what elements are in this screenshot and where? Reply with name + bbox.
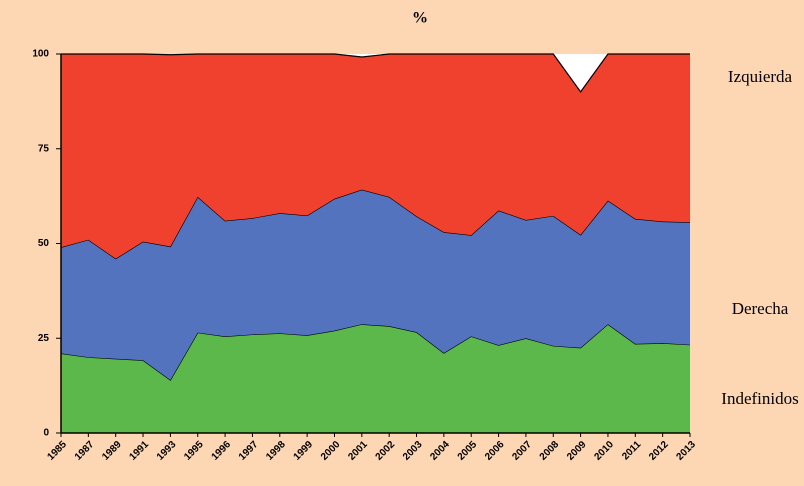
- x-tick-label: 2007: [510, 439, 534, 463]
- area: [61, 54, 690, 259]
- y-tick-label: 25: [38, 333, 50, 344]
- x-tick-label: 1991: [128, 439, 152, 463]
- x-tick-label: 2001: [346, 439, 370, 463]
- x-tick-label: 2002: [374, 439, 398, 463]
- x-tick-label: 1998: [264, 439, 288, 463]
- x-tick-label: 2008: [538, 439, 562, 463]
- x-tick-label: 1997: [237, 439, 261, 463]
- series-label: Indefinidos: [721, 389, 798, 408]
- x-tick-label: 1993: [155, 439, 179, 463]
- y-tick-label: 50: [38, 238, 50, 249]
- x-tick-label: 1995: [182, 439, 206, 463]
- x-tick-label: 2011: [620, 439, 643, 462]
- x-tick-label: 1989: [100, 439, 124, 463]
- x-tick-label: 1985: [45, 439, 69, 463]
- x-tick-label: 2013: [674, 439, 698, 463]
- series-label: Izquierda: [728, 67, 793, 86]
- series-label: Derecha: [732, 299, 789, 318]
- y-tick-label: 100: [32, 49, 49, 60]
- x-tick-label: 2003: [401, 439, 425, 463]
- x-tick-label: 2006: [483, 439, 507, 463]
- x-tick-label: 1987: [73, 439, 97, 463]
- x-tick-label: 2012: [647, 439, 671, 463]
- y-tick-label: 0: [43, 428, 49, 439]
- x-tick-label: 1999: [292, 439, 316, 463]
- x-tick-label: 2004: [428, 439, 452, 463]
- x-tick-label: 1996: [210, 439, 234, 463]
- x-tick-label: 2010: [592, 439, 616, 463]
- area: [61, 189, 690, 380]
- chart-title: %: [412, 10, 428, 27]
- x-tick-label: 2000: [319, 439, 343, 463]
- y-tick-label: 75: [38, 143, 50, 154]
- x-tick-label: 2009: [565, 439, 589, 463]
- area: [61, 324, 690, 433]
- x-tick-label: 2005: [456, 439, 480, 463]
- area-edge: [61, 53, 690, 93]
